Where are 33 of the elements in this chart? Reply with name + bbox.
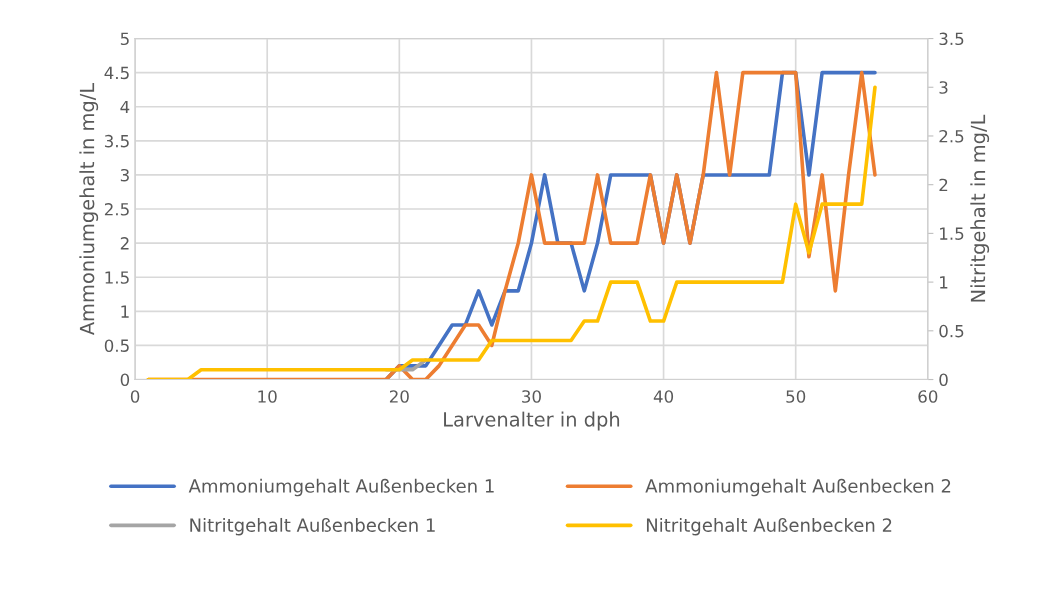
y-tick-label: 0 — [120, 373, 130, 387]
y2-tick-label: 1 — [940, 276, 948, 289]
y-tick-label: 4.5 — [104, 66, 129, 80]
y2-tick-label: 0 — [939, 373, 948, 387]
y-tick-label: 2 — [120, 237, 129, 250]
x-tick-label: 60 — [918, 390, 938, 403]
y-tick-label: 2.5 — [104, 202, 129, 216]
x-tick-label: 50 — [786, 390, 806, 403]
x-tick-label: 30 — [522, 390, 541, 403]
y-tick-label: 1.5 — [105, 271, 129, 284]
y-axis-title: Ammoniumgehalt in mg/L — [79, 82, 99, 336]
x-tick-label: 40 — [653, 390, 674, 403]
y-tick-label: 4 — [120, 100, 130, 114]
y2-axis-title: Nitritgehalt in mg/L — [970, 114, 990, 302]
x-axis-title: Larvenalter in dph — [444, 411, 620, 431]
legend-label: Ammoniumgehalt Außenbecken 1 — [188, 478, 494, 497]
y-tick-label: 3 — [120, 168, 129, 182]
x-tick-label: 20 — [389, 390, 409, 403]
legend-label: Ammoniumgehalt Außenbecken 2 — [645, 478, 951, 497]
legend-label: Nitritgehalt Außenbecken 2 — [646, 517, 892, 536]
y-tick-label: 3.5 — [104, 134, 129, 148]
y2-tick-label: 2.5 — [939, 129, 964, 143]
x-tick-label: 0 — [130, 390, 140, 403]
y-tick-label: 1 — [121, 305, 129, 318]
x-tick-label: 10 — [258, 390, 277, 403]
y-tick-label: 5 — [120, 32, 129, 46]
y2-tick-label: 3 — [939, 81, 948, 94]
legend-label: Nitritgehalt Außenbecken 1 — [190, 517, 435, 536]
y-tick-label: 0.5 — [104, 339, 129, 352]
y2-tick-label: 2 — [939, 178, 948, 192]
y2-tick-label: 3.5 — [939, 32, 964, 46]
y2-tick-label: 0.5 — [939, 324, 964, 338]
y2-tick-label: 1.5 — [940, 227, 964, 240]
